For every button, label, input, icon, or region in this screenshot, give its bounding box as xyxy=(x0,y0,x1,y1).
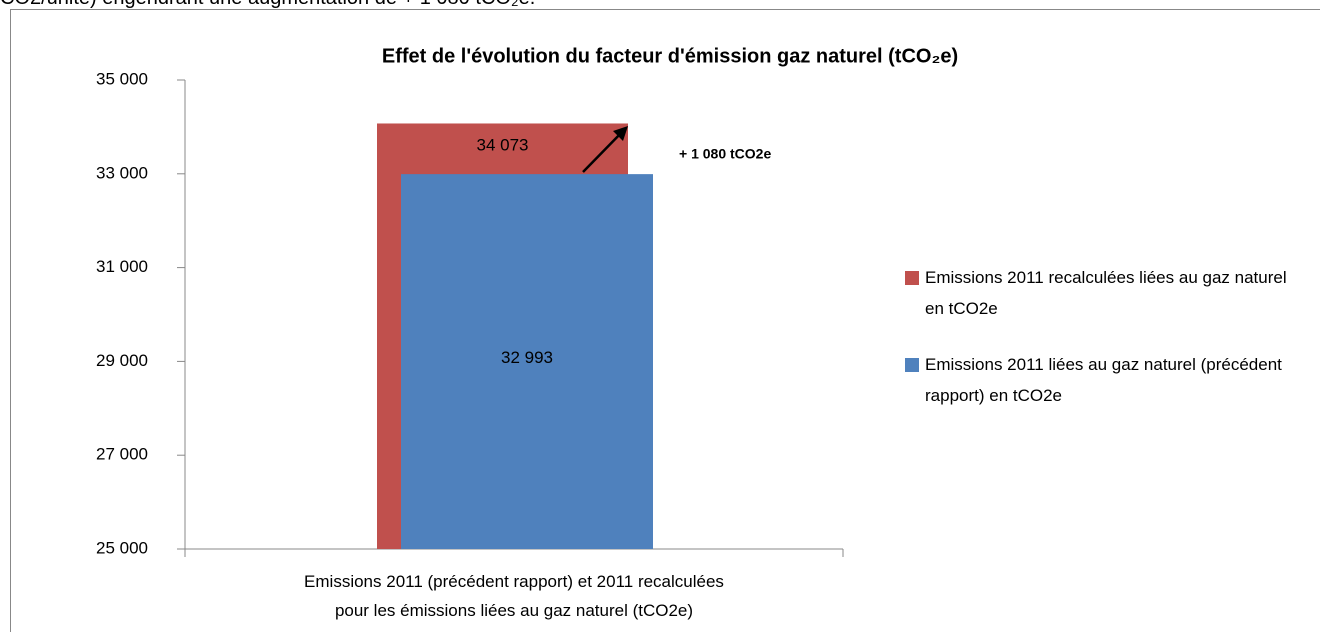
y-tick-label: 29 000 xyxy=(96,351,148,370)
legend-item: Emissions 2011 liées au gaz naturel (pré… xyxy=(905,349,1305,411)
bar xyxy=(401,174,653,549)
legend-label: Emissions 2011 recalculées liées au gaz … xyxy=(925,268,1287,318)
arrow xyxy=(582,128,626,173)
x-tick-label: Emissions 2011 (précédent rapport) et 20… xyxy=(304,572,724,620)
chart-border xyxy=(10,9,1320,632)
legend-label: Emissions 2011 liées au gaz naturel (pré… xyxy=(925,355,1282,405)
arrow-head xyxy=(613,126,628,141)
legend-swatch xyxy=(905,358,919,372)
y-tick-label: 33 000 xyxy=(96,163,148,182)
data-label: 32 993 xyxy=(501,348,553,367)
y-tick-label: 35 000 xyxy=(96,69,148,88)
y-tick-label: 25 000 xyxy=(96,538,148,557)
page-text: CO2/unité) engendrant une augmentation d… xyxy=(0,0,535,9)
legend-item: Emissions 2011 recalculées liées au gaz … xyxy=(905,262,1305,324)
y-tick-label: 31 000 xyxy=(96,257,148,276)
y-tick-label: 27 000 xyxy=(96,445,148,464)
chart-title: Effet de l'évolution du facteur d'émissi… xyxy=(382,45,958,67)
data-label: 34 073 xyxy=(477,135,529,154)
legend-swatch xyxy=(905,271,919,285)
annotation: + 1 080 tCO2e xyxy=(679,146,771,162)
